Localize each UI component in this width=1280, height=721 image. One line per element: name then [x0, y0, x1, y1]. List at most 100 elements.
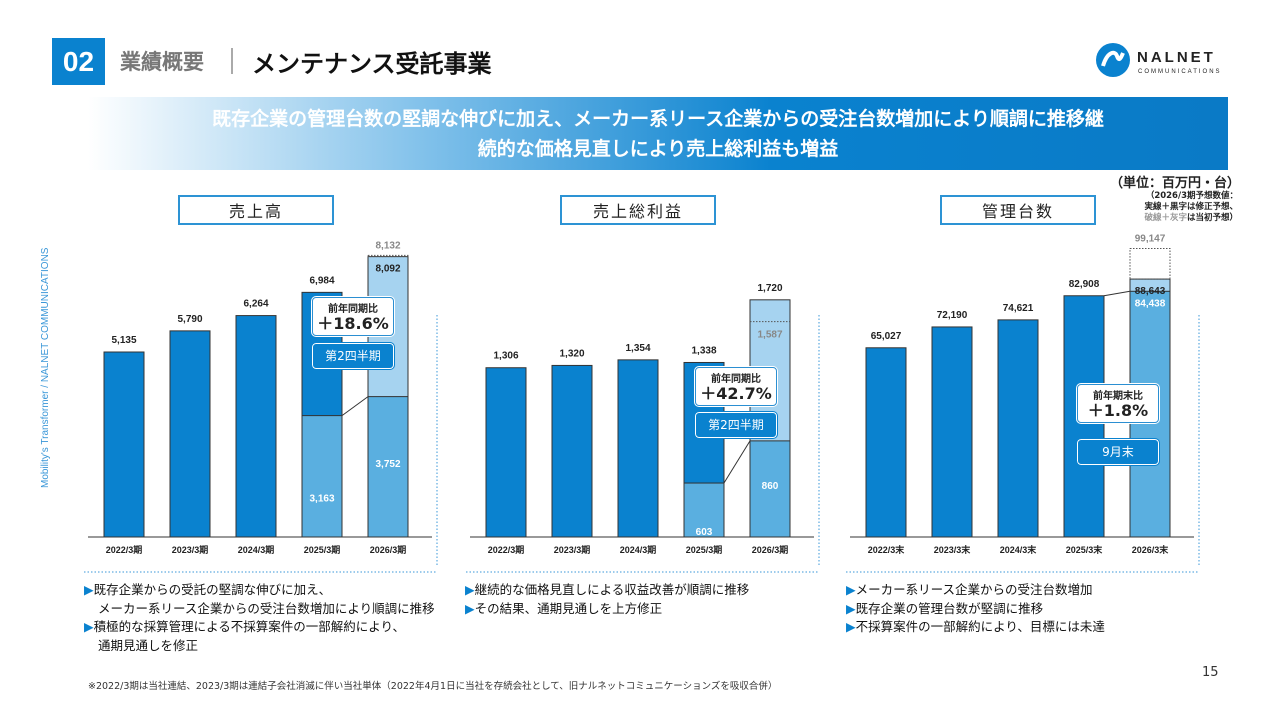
chart-title-gross-profit: 売上総利益: [560, 195, 716, 225]
note-line: 実線＋黒字は修正予想、: [1144, 202, 1238, 212]
bullet-item: ▶既存企業の管理台数が堅調に推移: [846, 600, 1105, 619]
bar-actual: [485, 367, 527, 538]
bar-value-label: 82,908: [1069, 279, 1100, 290]
bar-value-label: 72,190: [937, 310, 968, 321]
svg-text:COMMUNICATIONS: COMMUNICATIONS: [1138, 69, 1222, 75]
nalnet-logo: NALNET COMMUNICATIONS: [1096, 43, 1222, 77]
triangle-icon: ▶: [846, 600, 856, 616]
note-rest: は当初予想）: [1186, 213, 1238, 223]
note-line: （2026/3期予想数値：: [1145, 191, 1238, 201]
bar-actual: [169, 330, 211, 538]
x-tick-label: 2023/3末: [934, 544, 972, 555]
triangle-icon: ▶: [84, 582, 94, 597]
bar-actual: [865, 347, 907, 538]
headline-line2: 続的な価格見直しにより売上総利益も増益: [477, 137, 839, 160]
bar-actual: [997, 319, 1039, 538]
x-tick-label: 2025/3期: [304, 544, 341, 555]
x-tick-label: 2022/3末: [868, 544, 906, 555]
initial-forecast-label: 99,147: [1135, 234, 1166, 245]
bullets-units: ▶メーカー系リース企業からの受注台数増加 ▶既存企業の管理台数が堅調に推移 ▶不…: [846, 581, 1105, 637]
chart-title-managed-units: 管理台数: [940, 195, 1096, 225]
bar-initial-forecast-outline: [367, 254, 409, 258]
bullet-text: 既存企業の管理台数が堅調に推移: [855, 600, 1044, 616]
half-current-label: 860: [762, 481, 779, 492]
bar-value-label: 5,790: [177, 314, 202, 325]
half-current-label: 3,752: [375, 459, 400, 470]
bar-actual: [931, 326, 973, 538]
triangle-icon: ▶: [846, 582, 856, 597]
forecast-note: （2026/3期予想数値： 実線＋黒字は修正予想、 破線＋灰字は当初予想）: [1120, 191, 1238, 224]
page-number: 15: [1202, 665, 1219, 680]
x-tick-label: 2022/3期: [106, 544, 143, 555]
x-tick-label: 2026/3末: [1132, 544, 1170, 555]
bullet-item: ▶不採算案件の一部解約により、目標には未達: [846, 618, 1105, 637]
x-tick-label: 2024/3末: [1000, 544, 1038, 555]
yoy-callout-sales: 前年同期比 ＋18.6%: [312, 297, 394, 336]
triangle-icon: ▶: [84, 619, 94, 634]
triangle-icon: ▶: [846, 619, 856, 634]
bar-actual: [103, 351, 145, 538]
half-prev-label: 3,163: [309, 493, 334, 504]
triangle-icon: ▶: [465, 600, 475, 616]
bar-value-label: 88,643: [1135, 286, 1166, 297]
bullet-text: 不採算案件の一部解約により、目標には未達: [855, 619, 1105, 634]
triangle-icon: ▶: [465, 582, 475, 597]
bar-value-label: 6,264: [243, 299, 268, 310]
logo-mark-icon: [1096, 43, 1130, 77]
connector-line: [1103, 290, 1131, 297]
connector-line: [723, 440, 751, 484]
x-tick-label: 2023/3期: [172, 544, 209, 555]
x-tick-label: 2023/3期: [554, 544, 591, 555]
yoy-callout-units: 前年期末比 ＋1.8%: [1077, 384, 1159, 423]
headline-line1: 既存企業の管理台数の堅調な伸びに加え、メーカー系リース企業からの受注台数増加によ…: [212, 107, 1104, 130]
connector-line: [341, 396, 369, 417]
chart-title-sales: 売上高: [178, 195, 334, 225]
bar-value-label: 1,354: [625, 343, 650, 354]
callout-value: ＋18.6%: [317, 314, 389, 333]
period-badge-sales: 第2四半期: [311, 342, 395, 370]
x-tick-label: 2022/3期: [488, 544, 525, 555]
x-tick-label: 2024/3期: [620, 544, 657, 555]
page-title: メンテナンス受託事業: [252, 50, 492, 78]
svg-text:NALNET: NALNET: [1137, 49, 1216, 66]
bar-actual: [617, 359, 659, 538]
bullet-text: その結果、通期見通しを上方修正: [474, 600, 663, 616]
x-tick-label: 2026/3期: [370, 544, 407, 555]
half-prev-label: 603: [696, 527, 713, 538]
callout-label: 前年同期比: [711, 374, 761, 385]
bar-value-label: 1,320: [559, 348, 584, 359]
yoy-callout-gross-profit: 前年同期比 ＋42.7%: [695, 367, 777, 406]
bar-initial-forecast-outline: [1129, 248, 1171, 280]
bar-value-label: 1,720: [757, 283, 782, 294]
section-number: 02: [52, 38, 105, 85]
bar-actual: [235, 315, 277, 538]
bullets-sales: ▶既存企業からの受託の堅調な伸びに加え、 メーカー系リース企業からの受注台数増加に…: [84, 581, 435, 655]
period-badge-units: 9月末: [1076, 438, 1160, 466]
footnote: ※2022/3期は当社連結、2023/3期は連結子会社消滅に伴い当社単体（202…: [88, 681, 778, 692]
x-tick-label: 2026/3期: [752, 544, 789, 555]
callout-value: ＋42.7%: [700, 384, 772, 403]
bar-value-label: 6,984: [309, 275, 334, 286]
bar-value-label: 1,306: [493, 351, 518, 362]
half-current-label: 84,438: [1135, 298, 1166, 309]
initial-forecast-label: 8,132: [375, 240, 400, 251]
bar-value-label: 65,027: [871, 331, 902, 342]
callout-label: 前年同期比: [328, 304, 378, 315]
bullets-gross-profit: ▶継続的な価格見直しによる収益改善が順調に推移 ▶その結果、通期見通しを上方修正: [465, 581, 749, 618]
headline-banner: 既存企業の管理台数の堅調な伸びに加え、メーカー系リース企業からの受注台数増加によ…: [88, 97, 1228, 170]
bar-actual: [551, 364, 593, 538]
callout-label: 前年期末比: [1093, 391, 1143, 402]
bar-half-prev: [301, 415, 343, 538]
x-tick-label: 2025/3末: [1066, 544, 1104, 555]
initial-forecast-label: 1,587: [757, 330, 782, 341]
bullet-item: ▶その結果、通期見通しを上方修正: [465, 600, 749, 619]
bar-value-label: 74,621: [1003, 303, 1034, 314]
note-grey: 破線＋灰字: [1144, 213, 1187, 223]
divider: [231, 48, 233, 74]
note-line: 破線＋灰字は当初予想）: [1120, 213, 1238, 224]
bar-half-current: [367, 396, 409, 538]
bullet-text: 通期見通しを修正: [98, 637, 199, 653]
bar-half-prev: [683, 482, 725, 538]
bullet-item: ▶既存企業からの受託の堅調な伸びに加え、 メーカー系リース企業からの受注台数増加に…: [84, 581, 435, 618]
